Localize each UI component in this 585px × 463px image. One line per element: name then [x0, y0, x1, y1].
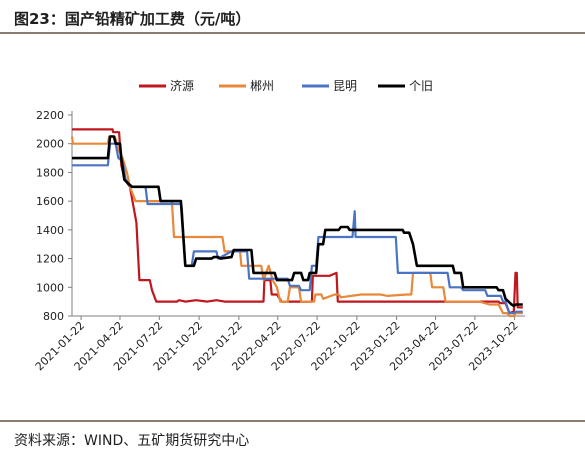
legend-label: 个旧: [409, 79, 433, 93]
series-group: [70, 128, 523, 318]
legend-label: 济源: [170, 78, 194, 93]
series-line-4: [72, 135, 523, 308]
y-tick-label: 1000: [36, 281, 64, 294]
y-tick-label: 1800: [36, 166, 64, 179]
y-tick-label: 2000: [36, 138, 64, 151]
series-line-2: [70, 135, 523, 318]
footer: 资料来源：WIND、五矿期货研究中心: [0, 420, 585, 463]
legend-label: 郴州: [250, 79, 274, 93]
y-tick-label: 1400: [36, 224, 64, 237]
y-tick-label: 1600: [36, 195, 64, 208]
axes: 80010001200140016001800200022002021-01-2…: [33, 109, 525, 373]
y-tick-label: 800: [43, 310, 64, 323]
chart-svg: 济源 郴州 昆明 个旧 800 1000 1200 1400 1600 1800 2000 2200…: [33, 78, 525, 373]
y-tick-label: 2200: [36, 109, 64, 122]
y-tick-label: 1200: [36, 253, 64, 266]
title-bar: 图23：国产铅精矿加工费（元/吨）: [0, 0, 585, 34]
source-note: 资料来源：WIND、五矿期货研究中心: [14, 433, 250, 449]
legend-label: 昆明: [333, 79, 357, 93]
chart-title: 图23：国产铅精矿加工费（元/吨）: [14, 10, 251, 28]
legend: 济源 郴州 昆明 个旧: [139, 78, 433, 93]
